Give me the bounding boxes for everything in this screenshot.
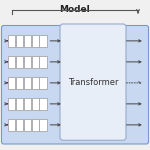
Bar xyxy=(39,77,47,88)
Bar xyxy=(24,98,31,110)
Bar xyxy=(32,35,39,46)
Bar xyxy=(8,98,15,110)
Bar xyxy=(32,77,39,88)
Bar xyxy=(16,77,23,88)
Bar xyxy=(39,119,47,130)
Bar xyxy=(8,56,15,68)
Bar xyxy=(16,98,23,110)
Bar xyxy=(8,77,15,88)
Text: Model: Model xyxy=(60,4,90,14)
Bar xyxy=(8,119,15,130)
Text: Transformer: Transformer xyxy=(68,78,118,87)
Bar xyxy=(32,119,39,130)
Bar xyxy=(8,35,15,46)
Bar xyxy=(32,56,39,68)
Bar xyxy=(39,98,47,110)
Bar xyxy=(32,98,39,110)
Bar xyxy=(24,35,31,46)
Bar xyxy=(39,35,47,46)
Bar xyxy=(16,119,23,130)
Bar xyxy=(24,77,31,88)
FancyBboxPatch shape xyxy=(2,26,148,144)
Bar xyxy=(16,35,23,46)
FancyBboxPatch shape xyxy=(60,24,126,140)
Bar xyxy=(24,56,31,68)
Bar xyxy=(16,56,23,68)
Bar xyxy=(24,119,31,130)
Bar xyxy=(39,56,47,68)
